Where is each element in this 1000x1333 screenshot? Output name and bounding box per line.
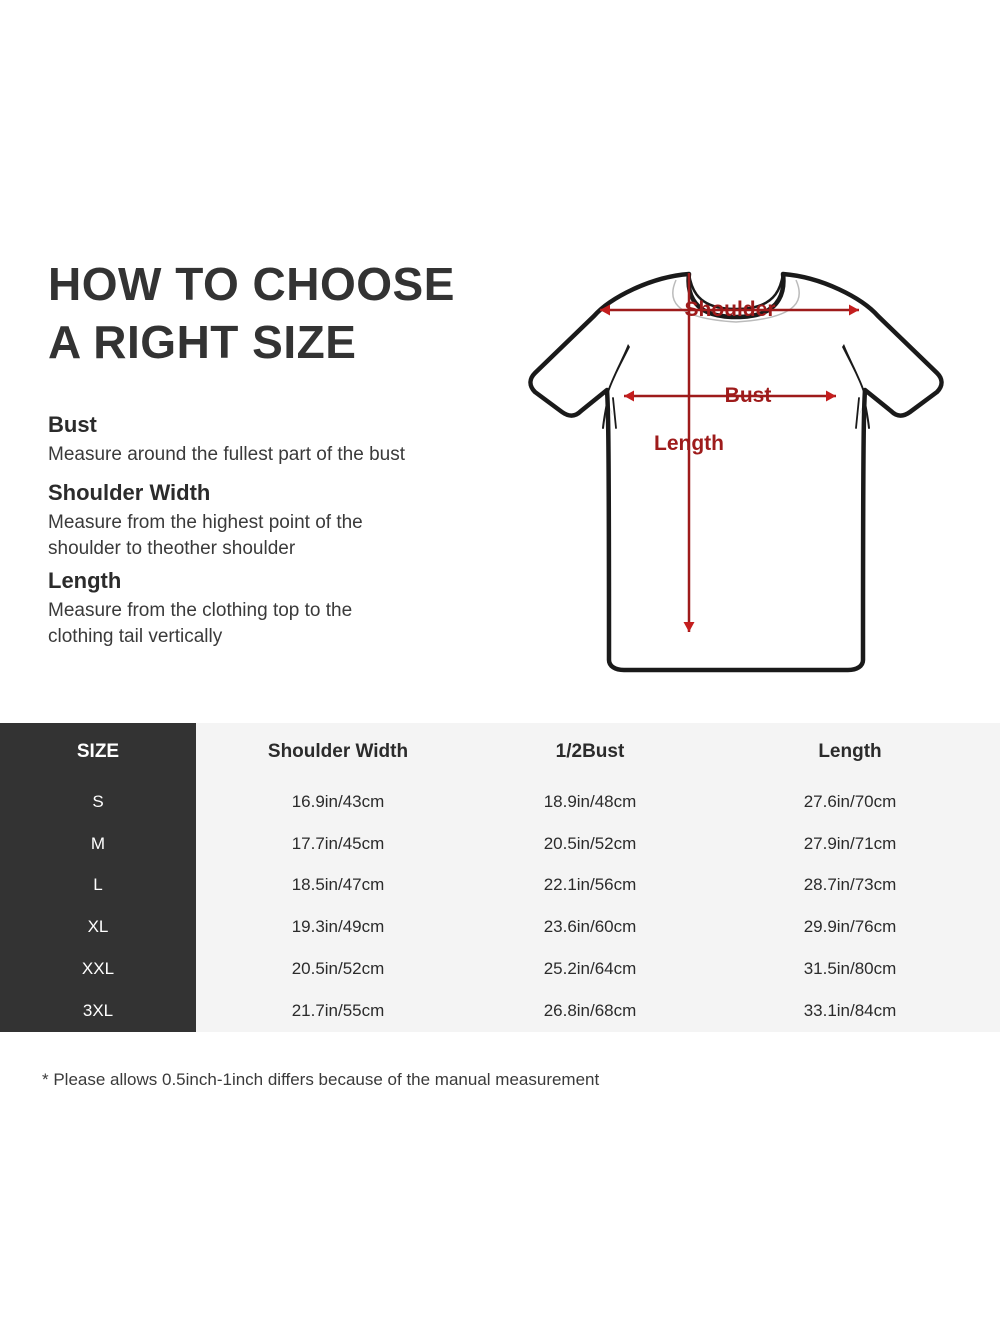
svg-text:Length: Length: [654, 432, 724, 455]
svg-text:Bust: Bust: [725, 384, 772, 407]
svg-text:Shoulder: Shoulder: [684, 298, 775, 321]
